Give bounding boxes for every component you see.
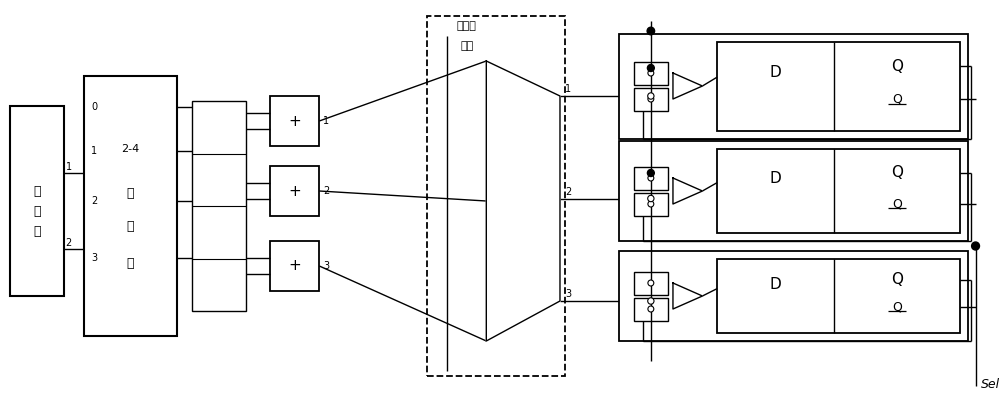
Circle shape [647, 169, 654, 177]
Text: D: D [770, 278, 781, 292]
Text: +: + [288, 183, 301, 198]
Text: Q: Q [891, 59, 903, 74]
Circle shape [648, 93, 654, 99]
Text: 1: 1 [565, 84, 571, 94]
Text: 3: 3 [91, 253, 97, 263]
Text: Q: Q [892, 301, 902, 314]
Circle shape [648, 195, 654, 202]
Text: 1: 1 [323, 116, 329, 126]
Bar [619, 34, 968, 139]
Bar [270, 241, 319, 291]
Text: D: D [770, 171, 781, 186]
Text: 译: 译 [126, 187, 134, 200]
Bar [270, 96, 319, 146]
Text: 2-4: 2-4 [121, 144, 139, 154]
Bar [84, 76, 177, 336]
Text: 2: 2 [66, 238, 72, 248]
Bar [634, 192, 668, 215]
Circle shape [648, 298, 654, 304]
Bar [717, 149, 960, 233]
Text: +: + [288, 114, 301, 128]
Polygon shape [673, 73, 702, 99]
Text: 器: 器 [33, 225, 41, 238]
Bar [634, 61, 668, 84]
Text: 1: 1 [91, 147, 97, 156]
Text: 可配置: 可配置 [457, 21, 477, 31]
Bar [427, 16, 565, 376]
Circle shape [648, 175, 654, 181]
Bar [619, 251, 968, 341]
Text: 数: 数 [33, 204, 41, 217]
Text: 2: 2 [565, 187, 571, 196]
Circle shape [648, 96, 654, 102]
Text: 2: 2 [323, 186, 329, 196]
Text: Sel: Sel [980, 377, 1000, 390]
Circle shape [648, 201, 654, 207]
Polygon shape [673, 178, 702, 204]
Text: Q: Q [892, 93, 902, 106]
Bar [717, 42, 960, 131]
Text: 计: 计 [33, 185, 41, 198]
Circle shape [647, 27, 655, 35]
Text: 2: 2 [91, 196, 98, 206]
Bar [634, 297, 668, 320]
Circle shape [972, 242, 979, 250]
Bar [192, 101, 246, 311]
Bar [10, 106, 64, 296]
Text: 网络: 网络 [460, 41, 473, 51]
Bar [619, 141, 968, 241]
Bar [270, 166, 319, 216]
Text: D: D [770, 65, 781, 80]
Bar [634, 88, 668, 110]
Bar [717, 259, 960, 333]
Text: Q: Q [892, 197, 902, 210]
Circle shape [648, 70, 654, 76]
Text: Q: Q [891, 272, 903, 287]
Bar [634, 272, 668, 295]
Text: 码: 码 [126, 220, 134, 233]
Bar [634, 166, 668, 190]
Text: +: + [288, 259, 301, 274]
Circle shape [647, 65, 654, 72]
Circle shape [648, 306, 654, 312]
Text: 3: 3 [323, 261, 329, 271]
Polygon shape [486, 61, 560, 341]
Text: Q: Q [891, 165, 903, 180]
Text: 0: 0 [91, 102, 97, 112]
Text: 3: 3 [565, 289, 571, 299]
Circle shape [648, 280, 654, 286]
Text: 1: 1 [66, 162, 72, 171]
Polygon shape [673, 283, 702, 309]
Text: 器: 器 [126, 257, 134, 270]
